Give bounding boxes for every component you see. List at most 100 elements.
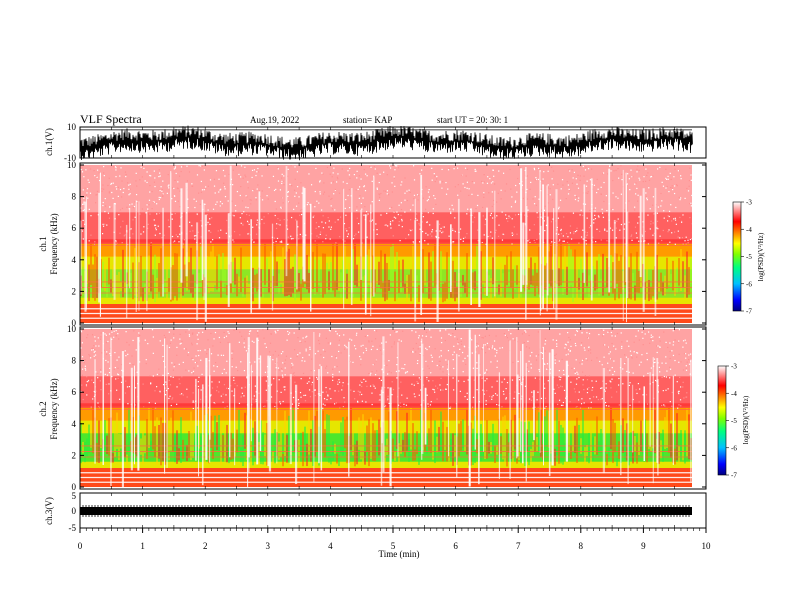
spectrogram-speckle: [329, 342, 332, 344]
spectrogram-speckle: [315, 222, 318, 224]
spectrogram-speckle: [473, 182, 475, 184]
spectrogram-speckle: [94, 175, 96, 177]
spectrogram-speckle: [291, 403, 294, 405]
spectrogram-speckle: [162, 195, 164, 197]
spectrogram-column: [436, 436, 438, 453]
spectrogram-column: [96, 256, 98, 299]
spectrogram-speckle: [99, 380, 101, 382]
spectrogram-speckle: [108, 191, 111, 193]
spectrogram-speckle: [691, 223, 692, 225]
spectrogram-speckle: [173, 337, 175, 339]
spectrogram-speckle: [448, 235, 450, 237]
spectrogram-speckle: [416, 194, 419, 196]
spectrogram-speckle: [385, 224, 387, 226]
spectrogram-speckle: [277, 354, 280, 356]
spectrogram-speckle: [92, 349, 94, 351]
spectrogram-column: [644, 419, 646, 451]
spectrogram-speckle: [488, 334, 490, 337]
spectrogram-speckle: [88, 240, 90, 242]
spectrogram-column: [560, 244, 562, 286]
spectrogram-speckle: [233, 241, 235, 243]
spectrogram-speckle: [378, 199, 380, 202]
spectrogram-speckle: [661, 376, 663, 379]
spectrogram-speckle: [482, 337, 484, 339]
spectrogram-speckle: [209, 179, 212, 181]
spectrogram-column: [364, 451, 366, 465]
spectrogram-speckle: [410, 219, 412, 221]
spectrogram-speckle: [662, 229, 664, 232]
spectrogram-speckle: [356, 206, 358, 208]
spectrogram-column: [450, 438, 452, 459]
spectrogram-column: [104, 264, 106, 292]
spectrogram-speckle: [642, 344, 644, 346]
spectrogram-column: [312, 420, 314, 466]
spectrogram-speckle: [110, 182, 113, 185]
spectrogram-speckle: [521, 184, 523, 186]
spectrogram-speckle: [678, 196, 680, 198]
spectrogram-sferic: [602, 368, 606, 474]
spectrogram-speckle: [556, 345, 558, 347]
spectrogram-speckle: [193, 235, 196, 237]
spectrogram-speckle: [438, 223, 441, 225]
spectrogram-speckle: [650, 223, 652, 225]
spectrogram-speckle: [637, 194, 639, 196]
spectrogram-speckle: [483, 393, 485, 395]
spectrogram-speckle: [476, 367, 478, 370]
spectrogram-speckle: [154, 234, 156, 236]
spectrogram-speckle: [286, 219, 289, 221]
spectrogram-speckle: [494, 355, 496, 357]
spectrogram-speckle: [586, 180, 588, 182]
spectrogram-speckle: [617, 197, 619, 199]
spectrogram-speckle: [460, 190, 462, 192]
spectrogram-column: [118, 271, 120, 302]
spectrogram-column: [238, 409, 240, 449]
time-axis-tick-label: 7: [516, 541, 521, 551]
spectrogram-speckle: [486, 378, 488, 380]
spectrogram-speckle: [579, 362, 581, 364]
spectrogram-speckle: [369, 374, 371, 376]
spectrogram-speckle: [608, 330, 610, 333]
spectrogram-speckle: [540, 216, 542, 218]
spectrogram-speckle: [338, 381, 341, 383]
spectrogram-speckle: [241, 200, 244, 202]
spectrogram-speckle: [322, 349, 324, 351]
spectrogram-speckle: [246, 213, 248, 216]
spectrogram-speckle: [637, 330, 639, 332]
spectrogram-sferic: [289, 374, 292, 465]
spectrogram-speckle: [311, 233, 313, 235]
spectrogram-column: [266, 258, 268, 289]
spectrogram-column: [624, 430, 626, 460]
spectrogram-column: [254, 421, 256, 456]
spectrogram-speckle: [490, 231, 492, 233]
spectrogram-speckle: [376, 188, 378, 190]
spectrogram-speckle: [383, 190, 385, 192]
spectrogram-speckle: [95, 175, 97, 178]
spectrogram-speckle: [162, 374, 164, 376]
spectrogram-speckle: [81, 230, 84, 232]
spectrogram-speckle: [507, 220, 509, 222]
spectrogram-speckle: [402, 330, 404, 332]
spectrogram-speckle: [437, 355, 440, 358]
spectrogram-speckle: [526, 371, 528, 373]
spectrogram-speckle: [105, 353, 108, 355]
spectrogram-speckle: [412, 351, 414, 353]
spectrogram-speckle: [680, 175, 682, 177]
spectrogram-speckle: [209, 223, 211, 225]
spectrogram-speckle: [373, 329, 376, 332]
spectrogram-column: [530, 448, 532, 462]
spectrogram-speckle: [602, 216, 605, 218]
spectrogram-speckle: [361, 381, 363, 384]
spectrogram-speckle: [243, 369, 246, 372]
spectrogram-speckle: [130, 228, 132, 230]
spectrogram-speckle: [332, 368, 334, 370]
spectrogram-column: [378, 261, 380, 285]
spectrogram-speckle: [363, 185, 366, 187]
spectrogram-speckle: [442, 389, 444, 391]
spectrogram-speckle: [526, 175, 528, 177]
spectrogram-column: [264, 244, 266, 285]
spectrogram-speckle: [263, 216, 265, 218]
spectrogram-speckle: [198, 332, 200, 334]
spectrogram-speckle: [679, 399, 682, 401]
spectrogram-speckle: [460, 338, 462, 340]
spectrogram-speckle: [209, 218, 211, 220]
